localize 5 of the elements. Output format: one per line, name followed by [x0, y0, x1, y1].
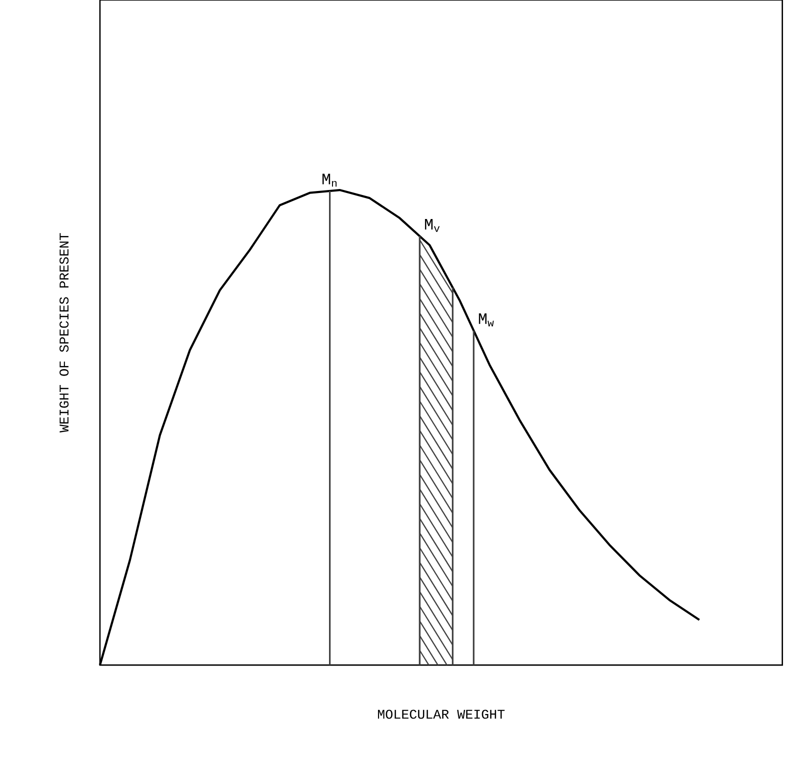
text: M$_{n}$ [322, 174, 337, 187]
y-axis-title: WEIGHT OF SPECIES PRESENT [60, 233, 69, 432]
annotation: M$_{w}$ [478, 313, 494, 326]
annotation: M$_{v}$ [424, 218, 440, 232]
x-axis-title: MOLECULAR WEIGHT [378, 710, 505, 719]
